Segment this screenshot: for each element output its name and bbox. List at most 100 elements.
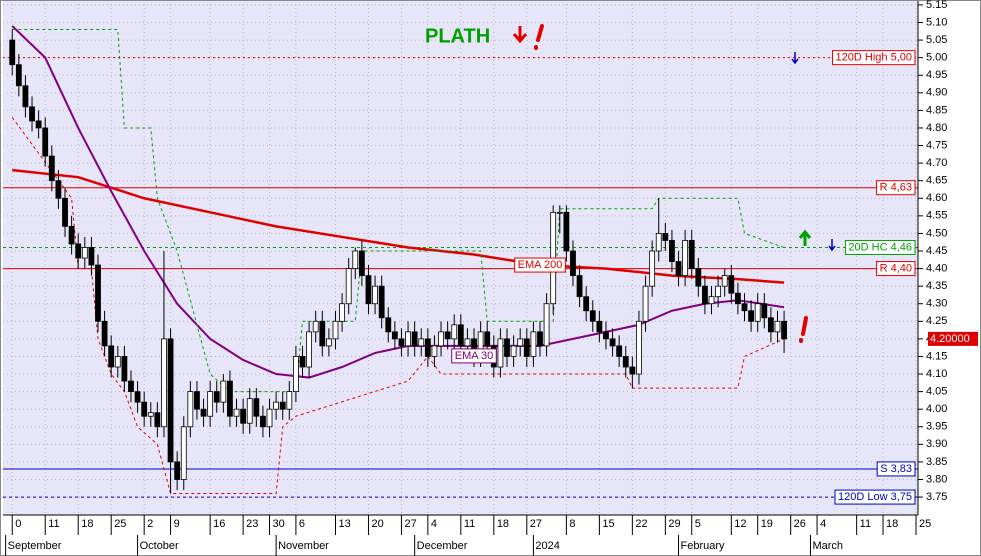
candle-body <box>95 264 101 322</box>
y-tick-label: 4.55 <box>926 210 947 222</box>
candle-body <box>444 331 451 340</box>
candle-body <box>583 296 590 312</box>
last-price-box <box>928 331 978 346</box>
x-tick-label: 12 <box>734 518 746 530</box>
x-tick-label: 2 <box>147 518 153 530</box>
candle-body <box>781 320 787 340</box>
x-tick-label: 22 <box>635 518 647 530</box>
candle-body <box>147 412 154 417</box>
candle-body <box>748 310 754 322</box>
candle-body <box>609 338 616 347</box>
candle-body <box>299 356 306 368</box>
x-tick-label: 29 <box>668 518 680 530</box>
candle-body <box>438 331 444 347</box>
candle-body <box>629 366 636 375</box>
level-label-box <box>834 489 916 505</box>
candle-body <box>22 85 29 108</box>
candle-body <box>134 391 141 403</box>
level-label-box <box>876 461 916 477</box>
candle-body <box>431 345 438 357</box>
plot-background <box>3 0 918 515</box>
x-tick-label: 4 <box>820 518 826 530</box>
x-tick-label: 18 <box>81 518 93 530</box>
level-label: 20D HC 4,46 <box>848 241 912 253</box>
x-tick-label: 0 <box>15 518 21 530</box>
y-tick-label: 4.15 <box>926 350 947 362</box>
indicator-line <box>12 29 785 393</box>
candle-body <box>457 324 464 347</box>
candle-body <box>279 401 286 410</box>
x-tick-label: 27 <box>404 518 416 530</box>
level-label-box <box>876 180 916 196</box>
x-tick-label: 18 <box>886 518 898 530</box>
candle-body <box>721 275 728 287</box>
candle-body <box>273 401 280 410</box>
x-tick-label: 11 <box>48 518 59 530</box>
candle-body <box>570 250 576 277</box>
x-tick-label: 27 <box>530 518 542 530</box>
x-tick-label: 18 <box>497 518 509 530</box>
candle-body <box>207 391 214 417</box>
candle-body <box>616 345 623 357</box>
candle-body <box>306 331 312 368</box>
candle-body <box>517 338 524 347</box>
x-tick-label: 15 <box>602 518 614 530</box>
y-tick-label: 4.65 <box>926 175 947 187</box>
month-label: September <box>8 540 62 552</box>
x-tick-label: 8 <box>569 518 575 530</box>
y-tick-label: 4.00 <box>926 403 947 415</box>
candle-body <box>42 127 49 157</box>
x-tick-label: 13 <box>338 518 350 530</box>
candle-body <box>227 380 233 417</box>
y-tick-label: 4.60 <box>926 192 947 204</box>
candle-body <box>167 338 174 463</box>
candle-body <box>767 317 774 333</box>
indicator-line <box>11 117 785 495</box>
x-tick-label: 6 <box>299 518 305 530</box>
candle-body <box>556 211 563 214</box>
month-label: March <box>812 540 843 552</box>
month-label: February <box>681 540 726 552</box>
candle-body <box>398 338 405 347</box>
candle-body <box>68 225 75 245</box>
y-tick-label: 4.45 <box>926 245 947 257</box>
candle-body <box>649 250 656 287</box>
level-label: R 4,63 <box>880 182 912 194</box>
y-tick-label: 3.80 <box>926 473 947 485</box>
candle-body <box>464 338 471 347</box>
y-tick-label: 4.90 <box>926 87 947 99</box>
candle-body <box>695 268 702 287</box>
candle-body <box>62 197 68 227</box>
candle-body <box>114 356 121 368</box>
candle-body <box>391 331 398 340</box>
level-label: S 3,83 <box>880 463 912 475</box>
y-tick-label: 3.95 <box>926 421 947 433</box>
candle-body <box>332 320 339 340</box>
candle-body <box>81 247 88 259</box>
y-tick-label: 3.90 <box>926 438 947 450</box>
candle-body <box>246 398 253 424</box>
level-label: 120D High 5,00 <box>836 52 912 64</box>
candle-body <box>352 250 359 269</box>
level-label: 120D Low 3,75 <box>838 491 912 503</box>
level-label: R 4,40 <box>880 262 912 274</box>
candle-body <box>596 320 603 333</box>
indicator-lines <box>11 25 785 495</box>
candle-body <box>523 338 530 357</box>
candle-body <box>372 285 378 305</box>
x-tick-label: 4 <box>431 518 437 530</box>
down-arrow-icon <box>828 239 836 252</box>
y-tick-label: 5.10 <box>926 16 947 28</box>
y-tick-label: 5.00 <box>926 52 947 64</box>
x-tick-label: 25 <box>114 518 126 530</box>
x-tick-label: 11 <box>464 518 475 530</box>
candle-body <box>253 398 260 417</box>
candle-body <box>543 303 550 347</box>
candle-body <box>378 285 385 319</box>
y-tick-label: 4.85 <box>926 104 947 116</box>
candle-body <box>688 240 695 269</box>
candle-body <box>530 331 537 357</box>
y-tick-label: 3.75 <box>926 491 947 503</box>
y-tick-label: 4.10 <box>926 368 947 380</box>
candle-body <box>220 380 227 403</box>
